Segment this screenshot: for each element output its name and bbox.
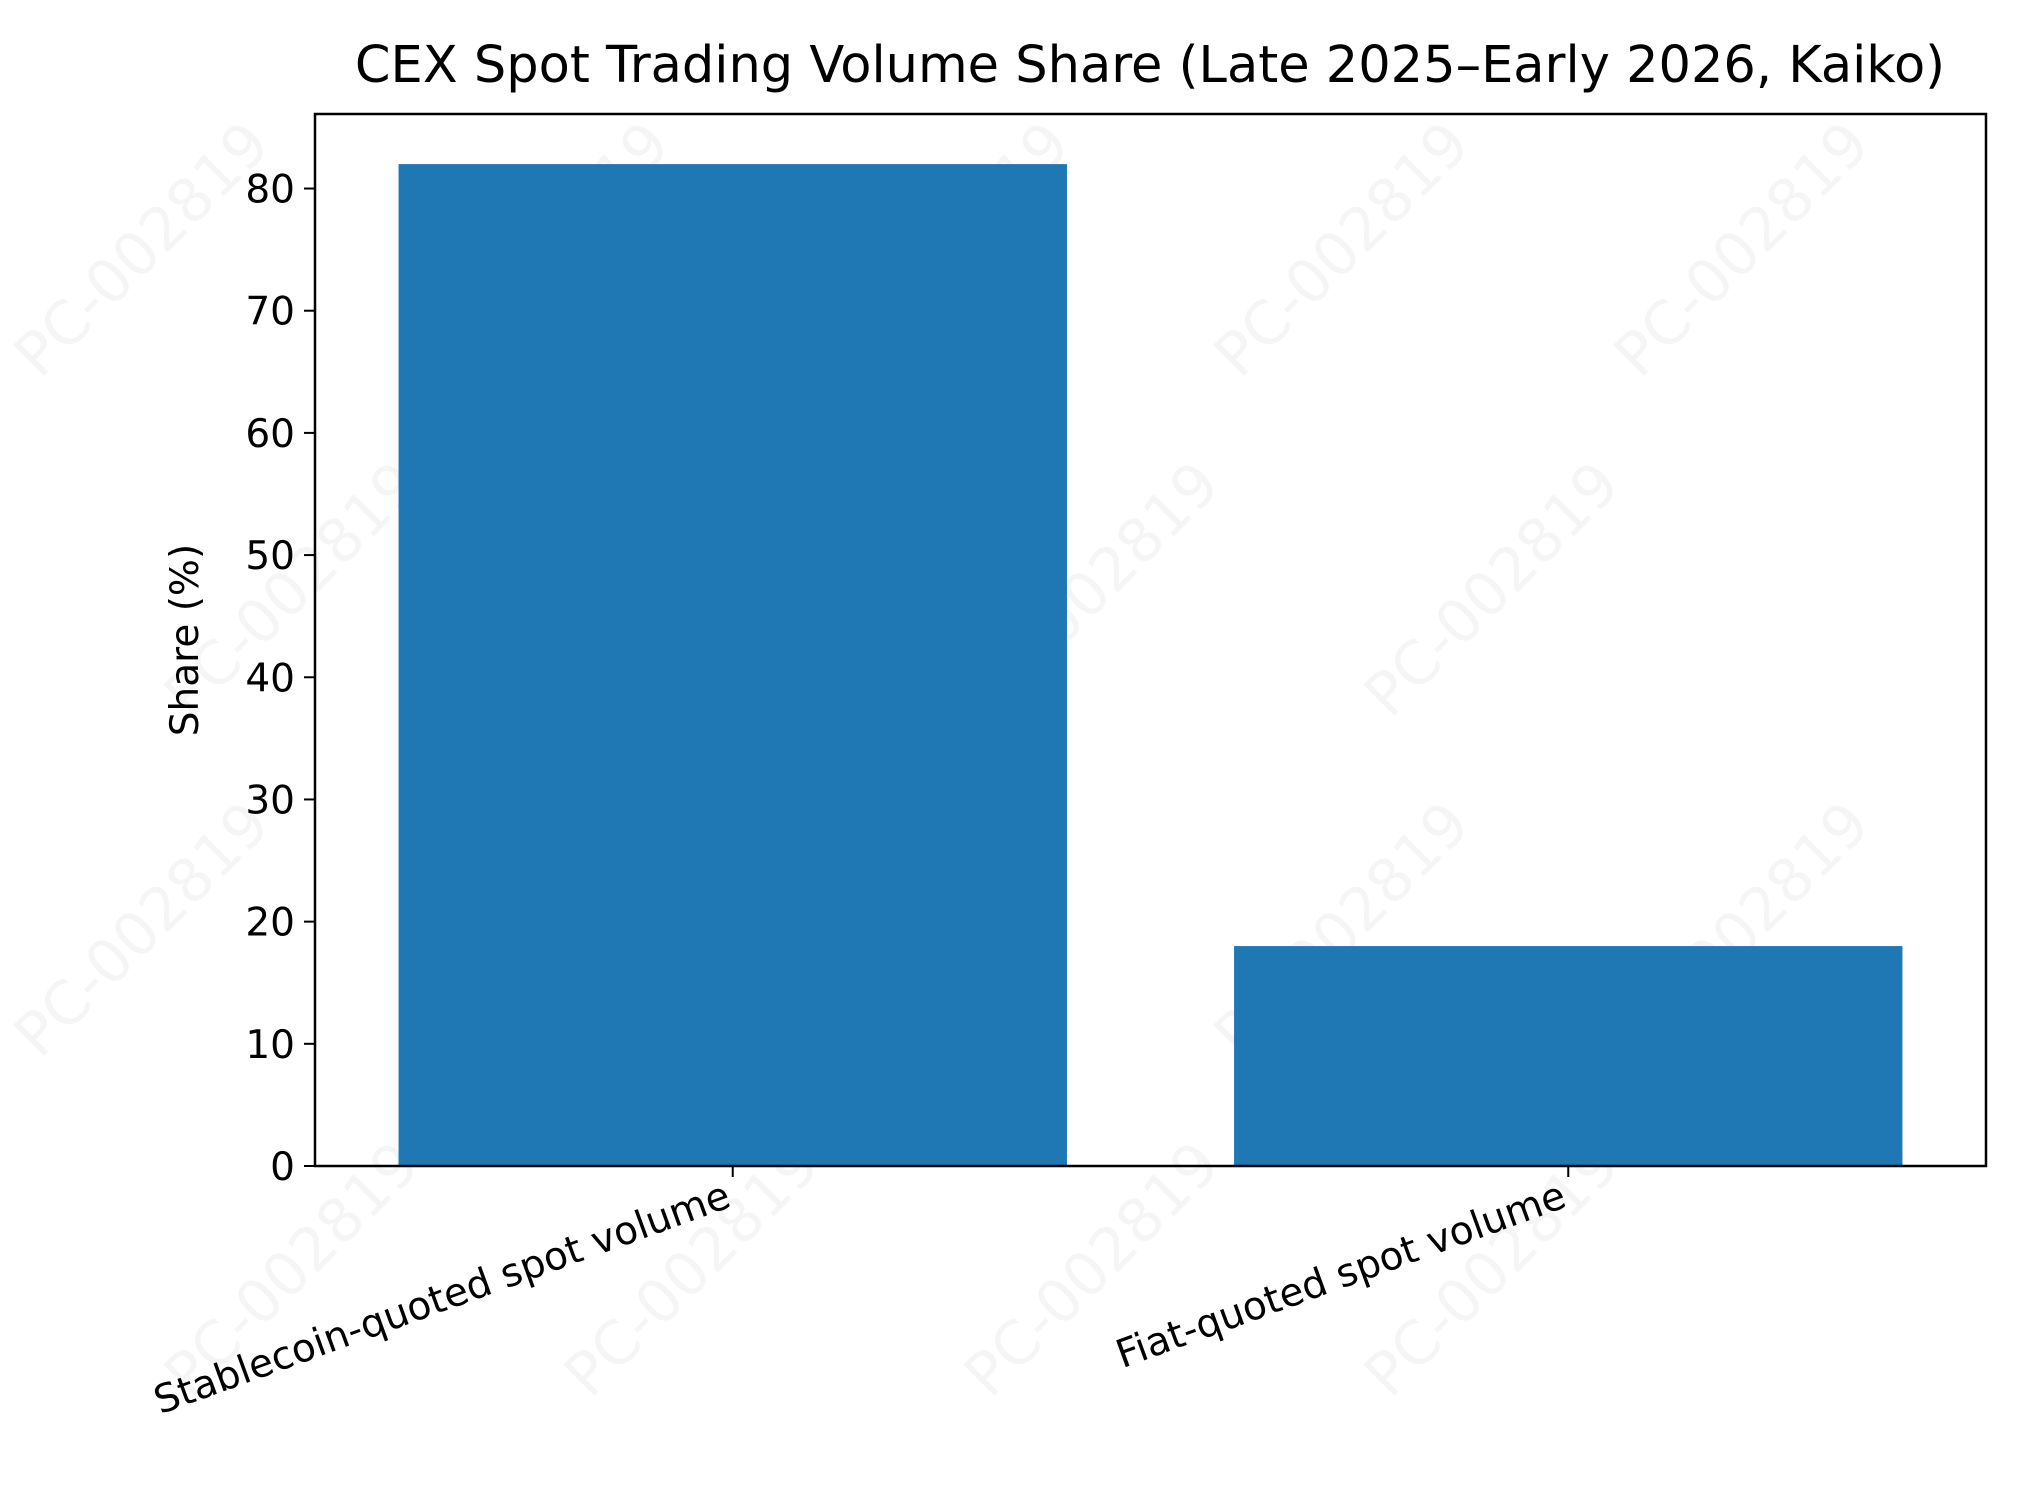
watermark-text: PC-002819: [951, 1129, 1233, 1411]
y-axis-label: Share (%): [163, 544, 208, 736]
y-tick-label: 0: [270, 1145, 295, 1190]
plot-frame: [313, 112, 1988, 1168]
y-tick-label: 50: [245, 534, 295, 579]
chart-title: CEX Spot Trading Volume Share (Late 2025…: [355, 36, 1945, 95]
watermark-text: PC-002819: [1201, 109, 1483, 391]
bar: [1234, 946, 1903, 1166]
y-tick-label: 70: [245, 290, 295, 335]
watermark-text: PC-002819: [1601, 109, 1883, 391]
y-tick-label: 40: [245, 656, 295, 701]
y-tick-label: 30: [245, 778, 295, 823]
bar: [398, 164, 1067, 1167]
watermark-text: PC-002819: [1351, 449, 1633, 731]
watermark-text: PC-002819: [1, 789, 283, 1071]
y-tick-label: 10: [245, 1023, 295, 1068]
y-tick-label: 80: [245, 168, 295, 213]
watermark-text: PC-002819: [1, 109, 283, 391]
y-tick-label: 20: [245, 901, 295, 946]
watermark-text: PC-002819: [551, 1129, 833, 1411]
y-tick-label: 60: [245, 412, 295, 457]
